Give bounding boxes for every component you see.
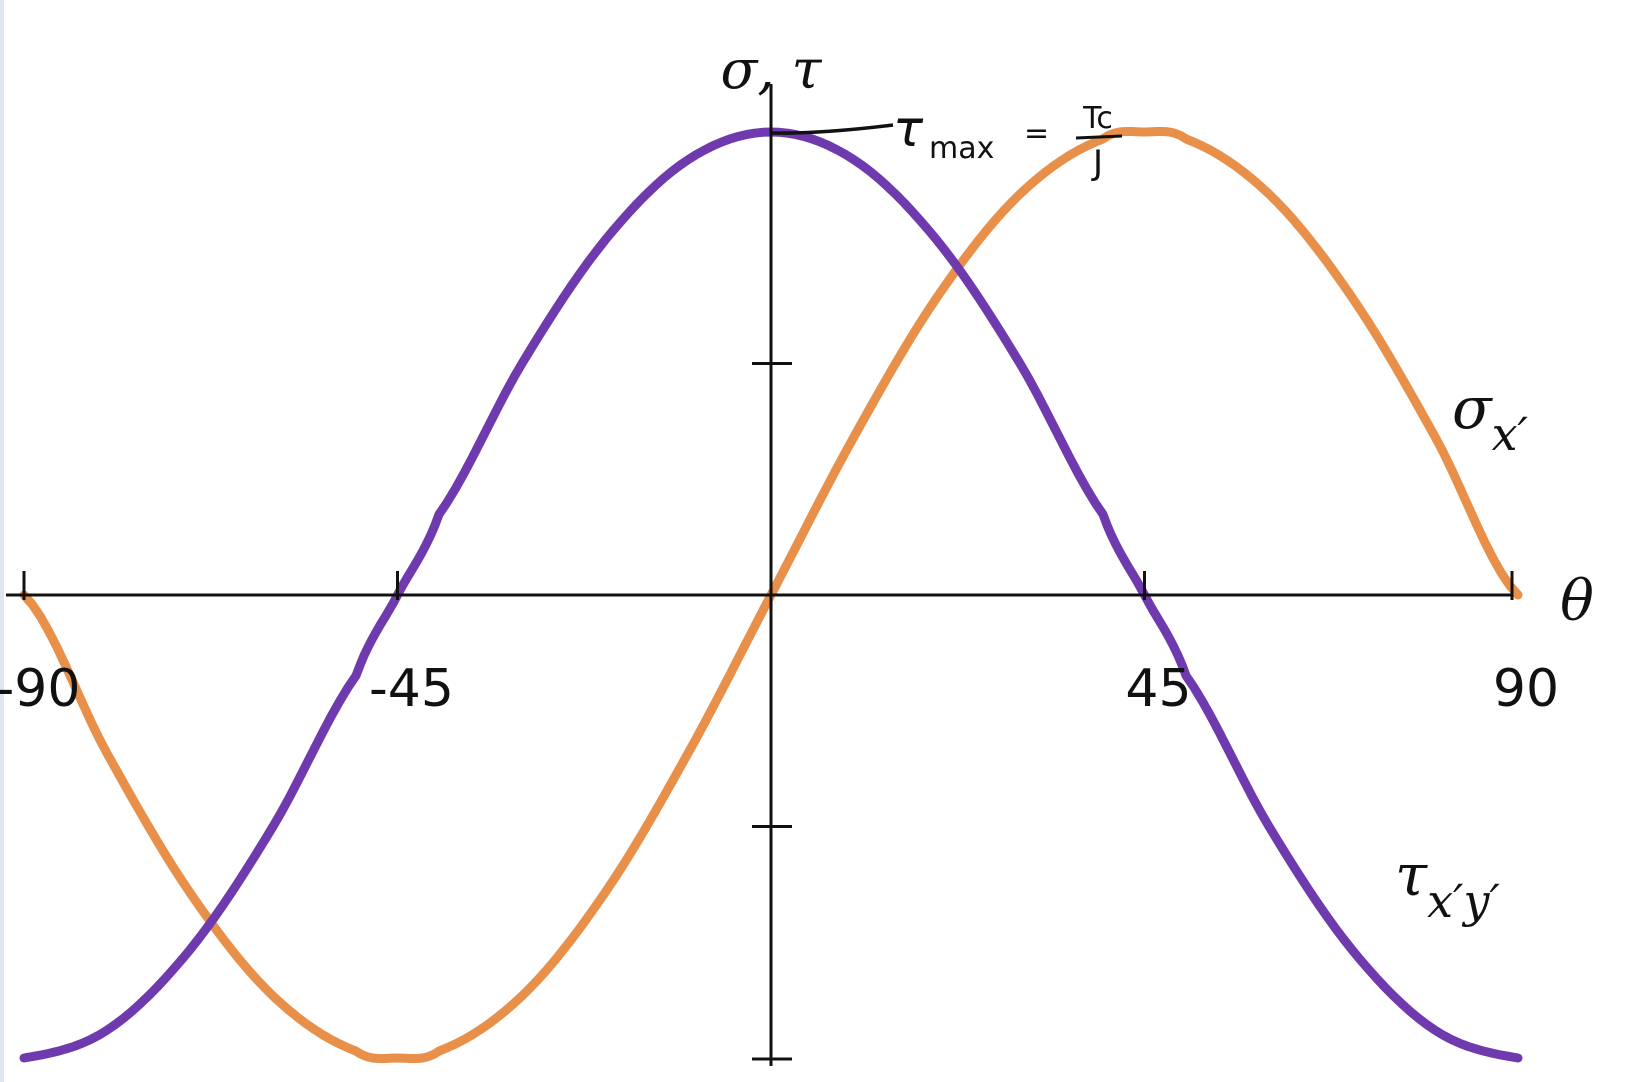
annotation-equals: = [1024, 116, 1049, 151]
y-axis-label: σ, τ [720, 38, 822, 101]
x-tick-label: -90 [0, 659, 80, 719]
annotation-tau: τ [893, 100, 924, 158]
x-tick-label: -45 [369, 659, 454, 719]
x-tick-label: 90 [1493, 659, 1559, 719]
x-axis-label: θ [1560, 569, 1594, 634]
x-tick-label: 45 [1125, 659, 1191, 719]
y-ticks-layer [752, 362, 792, 1061]
left-edge-strip [0, 0, 4, 1082]
annotation-max: max [929, 131, 994, 166]
annotation-fraction-bar [1075, 134, 1123, 140]
sigma-series-label: σx′ [1452, 374, 1529, 461]
x-ticks-layer: -90 -45 45 90 [0, 571, 1559, 719]
tau-max-annotation: τ max = Tc J [770, 100, 1123, 183]
series-labels: σx′ τx′y′ [1395, 374, 1529, 928]
annotation-leader-line [770, 123, 894, 135]
annotation-denominator: J [1091, 143, 1103, 183]
annotation-numerator: Tc [1082, 101, 1113, 136]
tau-series-label: τx′y′ [1395, 841, 1500, 928]
